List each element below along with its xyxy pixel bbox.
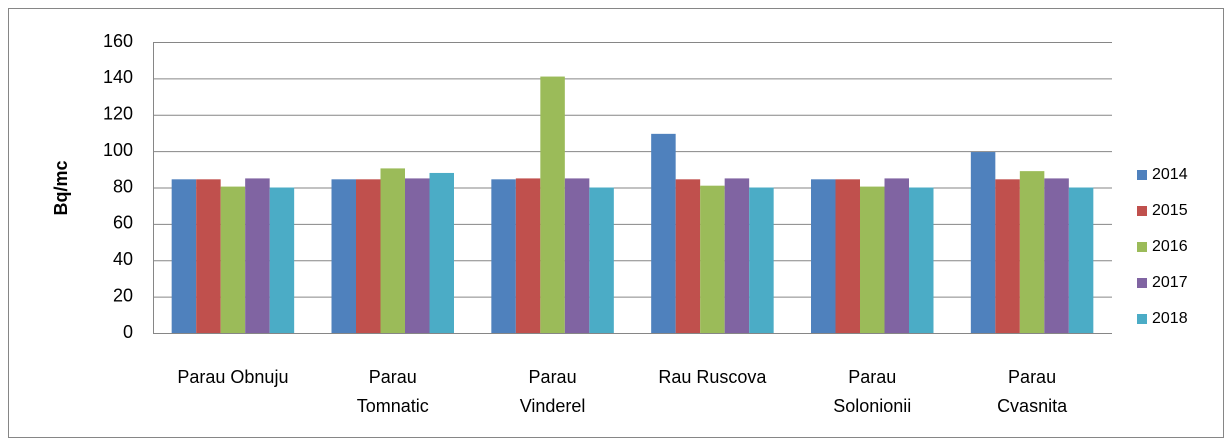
bar	[564, 178, 590, 333]
bar	[724, 178, 750, 333]
legend-swatch	[1137, 170, 1147, 180]
bar	[909, 187, 934, 333]
bar	[749, 187, 774, 333]
y-axis-title: Bq/mc	[51, 160, 71, 215]
y-tick-label: 40	[113, 249, 133, 269]
legend-label: 2017	[1152, 274, 1188, 291]
bar	[405, 178, 430, 333]
bar	[380, 168, 405, 333]
y-tick-label: 120	[103, 104, 133, 124]
bar	[491, 179, 516, 333]
bar	[1068, 187, 1094, 333]
bar	[811, 179, 836, 333]
bar	[1044, 178, 1069, 333]
bar	[356, 179, 381, 333]
x-tick-label: Parau Cvasnita	[997, 367, 1068, 416]
bar	[970, 152, 996, 333]
bar	[884, 178, 909, 333]
bar	[220, 186, 246, 333]
legend-label: 2018	[1152, 310, 1188, 327]
bar	[700, 185, 725, 333]
bar	[269, 187, 295, 333]
bar	[429, 172, 454, 333]
y-tick-label: 20	[113, 285, 133, 305]
bar	[331, 179, 356, 333]
bar	[1019, 171, 1045, 333]
legend-swatch	[1137, 242, 1147, 252]
bar	[245, 178, 270, 333]
y-tick-label: 160	[103, 31, 133, 51]
legend-label: 2016	[1152, 238, 1188, 255]
bar	[675, 179, 701, 333]
x-tick-label: Parau Vinderel	[520, 367, 586, 416]
y-tick-label: 100	[103, 140, 133, 160]
legend-label: 2014	[1152, 166, 1188, 183]
bar	[860, 186, 885, 333]
x-tick-label: Parau Tomnatic	[357, 367, 429, 416]
x-tick-label: Parau Obnuju	[177, 367, 288, 387]
bar	[835, 179, 860, 333]
bar	[540, 76, 565, 334]
legend-swatch	[1137, 206, 1147, 216]
bar	[589, 187, 614, 333]
legend-label: 2015	[1152, 202, 1188, 219]
legend-swatch	[1137, 278, 1147, 288]
y-tick-label: 80	[113, 176, 133, 196]
y-tick-label: 140	[103, 67, 133, 87]
bar	[995, 179, 1020, 333]
y-tick-label: 60	[113, 213, 133, 233]
bar	[171, 179, 197, 333]
legend-swatch	[1137, 314, 1147, 324]
bar	[651, 133, 676, 333]
y-tick-label: 0	[123, 322, 133, 342]
x-tick-label: Rau Ruscova	[658, 367, 767, 387]
bar	[196, 179, 221, 333]
bar	[515, 178, 541, 333]
x-tick-label: Parau Solonionii	[833, 367, 911, 416]
